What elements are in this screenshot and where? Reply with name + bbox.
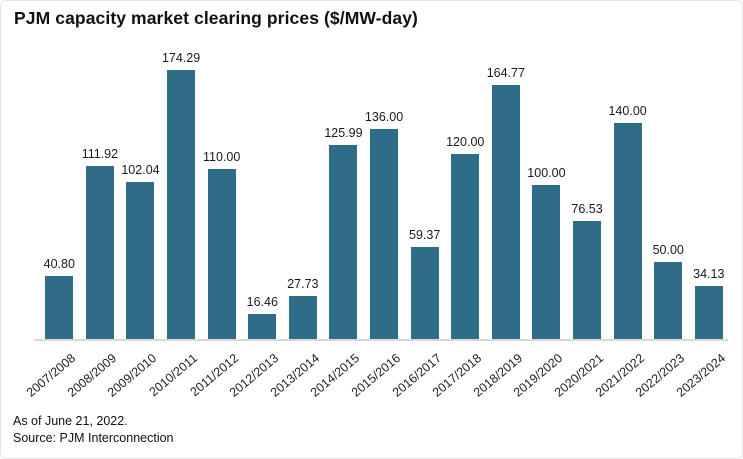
chart-title: PJM capacity market clearing prices ($/M…: [14, 8, 418, 28]
bar: [613, 122, 642, 339]
bar-value-label: 110.00: [203, 150, 241, 165]
bar-column: 27.73: [283, 51, 324, 339]
bar: [370, 129, 399, 339]
chart-footer: As of June 21, 2022. Source: PJM Interco…: [13, 413, 174, 447]
as-of-note: As of June 21, 2022.: [13, 414, 128, 428]
bar-value-label: 76.53: [571, 201, 603, 216]
bar-column: 50.00: [648, 51, 689, 339]
bar-value-label: 34.13: [693, 267, 725, 282]
bar: [126, 181, 155, 339]
bar-column: 40.80: [39, 51, 80, 339]
bar: [573, 220, 602, 339]
bar-value-label: 16.46: [246, 294, 278, 309]
bar-column: 110.00: [201, 51, 242, 339]
bar-chart-plot: 40.80 111.92 102.04 174.29 110.00 16.46 27.73 1…: [39, 51, 729, 339]
bar-value-label: 40.80: [43, 257, 75, 271]
bar: [207, 169, 236, 339]
bar-column: 125.99: [323, 51, 364, 339]
bar: [167, 70, 196, 339]
bar-value-label: 174.29: [161, 51, 201, 65]
bar: [451, 153, 480, 339]
bar: [654, 261, 683, 339]
bar-value-label: 102.04: [121, 162, 160, 177]
bar-value-label: 140.00: [608, 103, 647, 118]
bar-value-label: 136.00: [364, 110, 404, 125]
bar: [532, 184, 561, 339]
bar-column: 16.46: [242, 51, 283, 339]
bar: [85, 166, 114, 339]
source-note: Source: PJM Interconnection: [13, 431, 174, 445]
bar-column: 102.04: [120, 51, 161, 339]
x-axis-baseline: [34, 339, 728, 341]
bar: [45, 276, 74, 339]
bar-column: 120.00: [445, 51, 486, 339]
bar-column: 100.00: [526, 51, 567, 339]
bar-value-label: 111.92: [81, 147, 119, 162]
bar: [694, 286, 723, 339]
bar-column: 136.00: [364, 51, 405, 339]
bar: [491, 84, 520, 339]
bar-column: 111.92: [80, 51, 121, 339]
bar-value-label: 125.99: [324, 125, 363, 140]
bar-column: 76.53: [567, 51, 608, 339]
bar-column: 140.00: [607, 51, 648, 339]
bar-value-label: 100.00: [527, 165, 566, 180]
bar-column: 34.13: [689, 51, 730, 339]
bar-value-label: 50.00: [652, 242, 684, 257]
bar-column: 59.37: [404, 51, 445, 339]
bar: [329, 144, 358, 339]
x-axis-labels: 2007/2008 2008/2009 2009/2010 2010/2011 2011…: [24, 341, 730, 403]
bar-column: 164.77: [486, 51, 527, 339]
bar-value-label: 59.37: [409, 228, 441, 243]
bar: [248, 313, 277, 339]
bar: [288, 296, 317, 339]
bar-value-label: 27.73: [287, 277, 319, 292]
bar: [410, 247, 439, 339]
bar-value-label: 164.77: [486, 65, 525, 80]
bar-column: 174.29: [161, 51, 202, 339]
bar-value-label: 120.00: [446, 134, 485, 149]
x-axis-tick-cell: 2023/2024: [674, 341, 730, 403]
